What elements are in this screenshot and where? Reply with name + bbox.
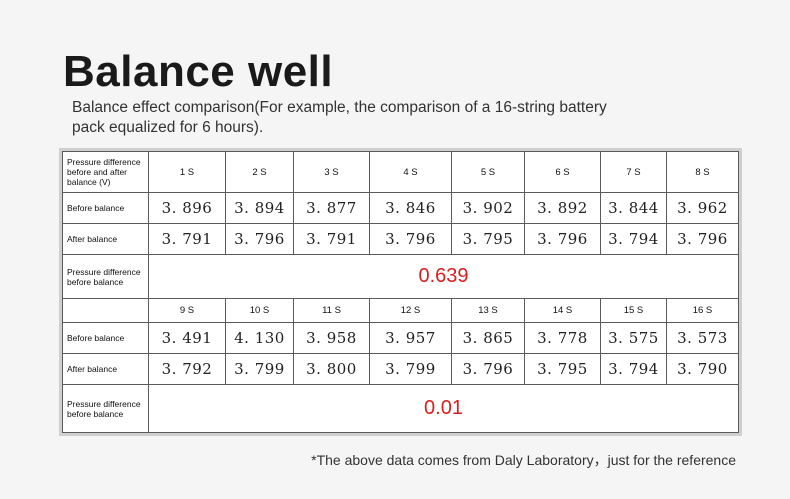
before-value: 3. 844 [600, 192, 667, 224]
after-value: 3. 796 [369, 223, 452, 255]
row-label: After balance [62, 353, 149, 385]
before-value: 4. 130 [225, 322, 294, 354]
after-value: 3. 796 [225, 223, 294, 255]
before-value: 3. 957 [369, 322, 452, 354]
after-value: 3. 794 [600, 223, 667, 255]
after-row-1: After balance 3. 791 3. 796 3. 791 3. 79… [62, 223, 739, 255]
cell-header: 2 S [225, 151, 294, 193]
after-value: 3. 800 [293, 353, 370, 385]
before-value: 3. 865 [451, 322, 525, 354]
before-value: 3. 958 [293, 322, 370, 354]
cell-header: 13 S [451, 298, 525, 323]
pressure-difference-value: 0.01 [148, 384, 739, 433]
after-value: 3. 795 [524, 353, 601, 385]
footnote: *The above data comes from Daly Laborato… [311, 452, 736, 468]
after-value: 3. 791 [293, 223, 370, 255]
header-row-1: Pressure difference before and after bal… [62, 151, 739, 193]
cell-header: 12 S [369, 298, 452, 323]
header-row-2: 9 S 10 S 11 S 12 S 13 S 14 S 15 S 16 S [62, 298, 739, 323]
cell-header: 1 S [148, 151, 226, 193]
before-value: 3. 894 [225, 192, 294, 224]
before-value: 3. 846 [369, 192, 452, 224]
row-label: Pressure difference before balance [62, 254, 149, 299]
after-value: 3. 799 [225, 353, 294, 385]
after-value: 3. 796 [451, 353, 525, 385]
before-value: 3. 491 [148, 322, 226, 354]
page-subtitle: Balance effect comparison(For example, t… [72, 99, 607, 136]
cell-header: 9 S [148, 298, 226, 323]
header-label-cell: Pressure difference before and after bal… [62, 151, 149, 193]
after-value: 3. 799 [369, 353, 452, 385]
before-value: 3. 877 [293, 192, 370, 224]
before-value: 3. 892 [524, 192, 601, 224]
cell-header: 3 S [293, 151, 370, 193]
after-value: 3. 792 [148, 353, 226, 385]
after-value: 3. 790 [666, 353, 739, 385]
balance-comparison-table: Pressure difference before and after bal… [59, 148, 742, 436]
cell-header: 15 S [600, 298, 667, 323]
header-label-cell-empty [62, 298, 149, 323]
cell-header: 14 S [524, 298, 601, 323]
before-value: 3. 902 [451, 192, 525, 224]
row-label: Before balance [62, 322, 149, 354]
row-label: Before balance [62, 192, 149, 224]
cell-header: 16 S [666, 298, 739, 323]
cell-header: 11 S [293, 298, 370, 323]
after-value: 3. 794 [600, 353, 667, 385]
row-label: Pressure difference before balance [62, 384, 149, 433]
cell-header: 4 S [369, 151, 452, 193]
cell-header: 5 S [451, 151, 525, 193]
before-value: 3. 962 [666, 192, 739, 224]
after-value: 3. 796 [524, 223, 601, 255]
before-value: 3. 575 [600, 322, 667, 354]
cell-header: 8 S [666, 151, 739, 193]
cell-header: 7 S [600, 151, 667, 193]
row-label: After balance [62, 223, 149, 255]
pressure-difference-value: 0.639 [148, 254, 739, 299]
diff-row-2: Pressure difference before balance 0.01 [62, 384, 739, 433]
before-row-2: Before balance 3. 491 4. 130 3. 958 3. 9… [62, 322, 739, 354]
before-value: 3. 778 [524, 322, 601, 354]
before-value: 3. 573 [666, 322, 739, 354]
after-value: 3. 796 [666, 223, 739, 255]
cell-header: 10 S [225, 298, 294, 323]
before-value: 3. 896 [148, 192, 226, 224]
diff-row-1: Pressure difference before balance 0.639 [62, 254, 739, 299]
after-value: 3. 795 [451, 223, 525, 255]
before-row-1: Before balance 3. 896 3. 894 3. 877 3. 8… [62, 192, 739, 224]
cell-header: 6 S [524, 151, 601, 193]
page-title: Balance well [63, 47, 334, 96]
after-row-2: After balance 3. 792 3. 799 3. 800 3. 79… [62, 353, 739, 385]
after-value: 3. 791 [148, 223, 226, 255]
